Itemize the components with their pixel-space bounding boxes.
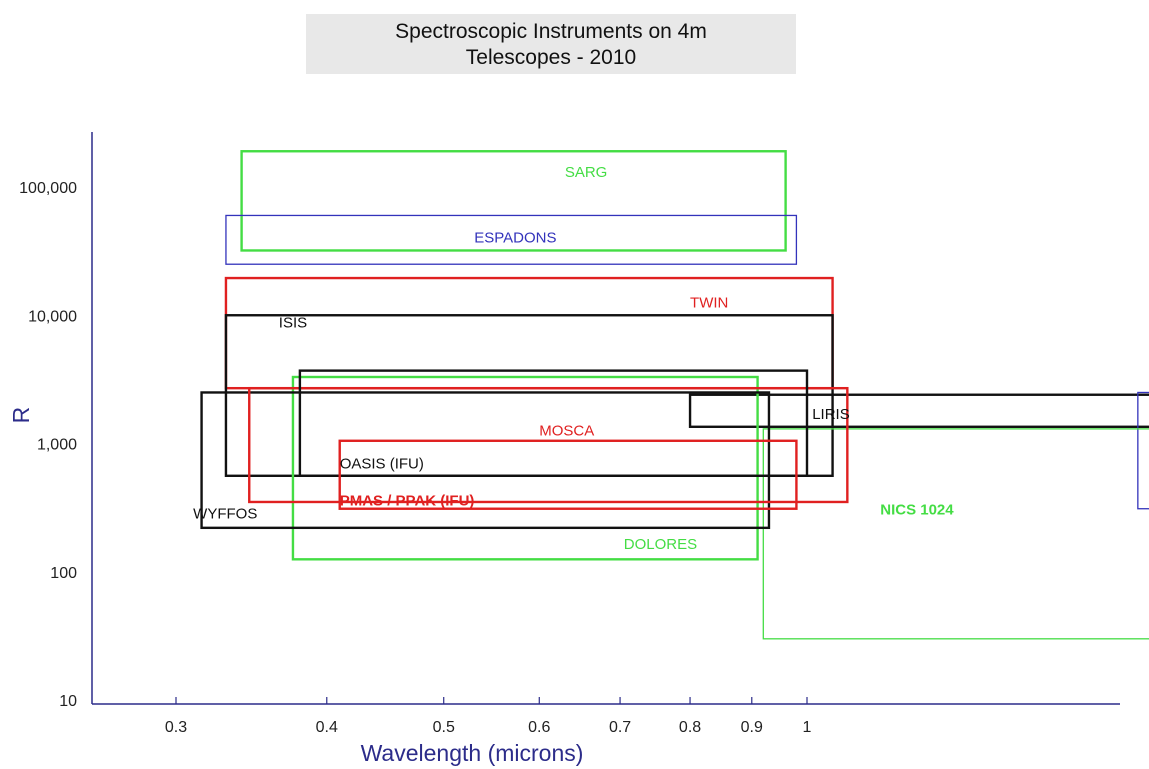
x-tick-label: 0.8 bbox=[679, 719, 701, 736]
instrument-box bbox=[298, 369, 809, 477]
instrument-box bbox=[688, 393, 1149, 428]
instrument-label: MOSCA bbox=[539, 423, 594, 440]
instrument-box bbox=[338, 439, 798, 510]
x-tick-label: 1 bbox=[803, 719, 812, 736]
instrument-labels: SARGESPADONSTWINISISLIRISGRIFNICS 1024DO… bbox=[193, 164, 954, 553]
instrument-box bbox=[248, 386, 849, 504]
instrument-boxes bbox=[200, 150, 1149, 640]
instrument-box bbox=[200, 391, 771, 530]
chart-title: Spectroscopic Instruments on 4m Telescop… bbox=[306, 14, 796, 74]
instrument-box bbox=[291, 375, 759, 561]
x-tick-label: 0.5 bbox=[433, 719, 455, 736]
instrument-label: OASIS (IFU) bbox=[340, 455, 424, 472]
axes bbox=[91, 132, 1120, 705]
instrument-box bbox=[240, 150, 787, 252]
instrument-label: ESPADONS bbox=[474, 229, 556, 246]
instrument-label: ISIS bbox=[279, 315, 307, 332]
instrument-label: WYFFOS bbox=[193, 506, 257, 523]
x-tick-label: 0.4 bbox=[316, 719, 338, 736]
instrument-label: PMAS / PPAK (IFU) bbox=[340, 492, 475, 509]
y-tick-label: 10 bbox=[59, 693, 77, 710]
instrument-label: SARG bbox=[565, 164, 608, 181]
y-tick-label: 100,000 bbox=[19, 180, 77, 197]
y-tick-label: 10,000 bbox=[28, 308, 77, 325]
y-tick-label: 100 bbox=[50, 565, 77, 582]
instrument-box bbox=[1137, 391, 1149, 510]
x-tick-label: 0.3 bbox=[165, 719, 187, 736]
x-axis-label: Wavelength (microns) bbox=[361, 740, 584, 766]
instrument-label: TWIN bbox=[690, 294, 728, 311]
y-ticks: 10 100 1,000 10,000 100,000 bbox=[19, 180, 77, 710]
x-tick-label: 0.6 bbox=[528, 719, 550, 736]
chart-title-line-2: Telescopes - 2010 bbox=[465, 46, 637, 69]
instrument-label: NICS 1024 bbox=[880, 501, 954, 518]
instrument-box bbox=[762, 428, 1149, 640]
y-axis-label: R bbox=[8, 407, 34, 424]
chart-title-line-1: Spectroscopic Instruments on 4m bbox=[395, 20, 707, 43]
x-ticks: 0.30.40.50.60.70.80.9123 bbox=[165, 697, 812, 736]
instrument-label: LIRIS bbox=[812, 406, 850, 423]
x-tick-label: 0.9 bbox=[741, 719, 763, 736]
instrument-label: DOLORES bbox=[624, 536, 697, 553]
y-tick-label: 1,000 bbox=[37, 437, 77, 454]
instrument-box bbox=[225, 214, 798, 265]
x-tick-label: 0.7 bbox=[609, 719, 631, 736]
